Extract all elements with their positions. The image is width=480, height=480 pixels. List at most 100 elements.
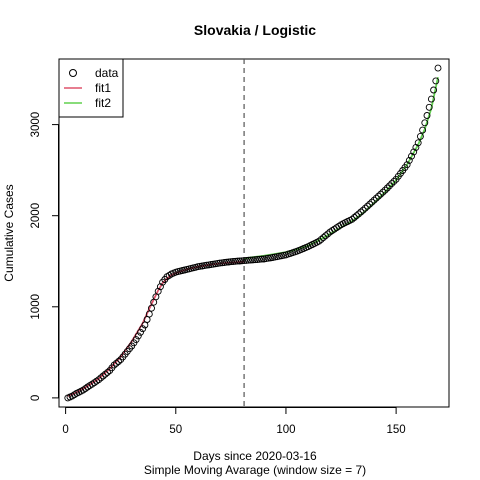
data-point — [361, 204, 369, 212]
data-point — [375, 192, 382, 200]
data-point — [253, 256, 261, 263]
data-point — [240, 257, 248, 265]
data-point — [405, 156, 413, 164]
data-point — [383, 184, 391, 192]
data-point — [203, 261, 211, 269]
data-point — [227, 258, 235, 266]
data-point — [350, 214, 358, 221]
data-point — [359, 206, 367, 214]
data-point — [421, 119, 429, 127]
y-tick-label: 0 — [30, 395, 42, 401]
data-point — [372, 194, 380, 202]
data-point — [148, 304, 155, 312]
data-point — [427, 95, 435, 103]
data-point — [249, 256, 257, 264]
data-point — [419, 126, 427, 134]
data-point — [95, 376, 103, 384]
data-point — [425, 103, 433, 111]
data-point — [223, 258, 230, 266]
data-point — [216, 259, 224, 267]
data-point — [430, 86, 438, 94]
data-point — [348, 215, 356, 223]
data-point — [319, 234, 327, 242]
data-point — [247, 256, 255, 264]
data-points — [64, 64, 442, 402]
data-point — [357, 208, 365, 216]
legend: data fit1 fit2 — [58, 58, 124, 118]
data-point — [229, 258, 237, 265]
data-point — [355, 210, 363, 218]
x-axis-label: Days since 2020-03-16 — [193, 449, 317, 463]
data-point — [379, 188, 387, 196]
data-point — [231, 257, 239, 265]
data-point — [410, 148, 418, 156]
legend-fit1-label: fit1 — [95, 81, 111, 95]
data-point — [251, 256, 259, 264]
data-point — [322, 232, 330, 240]
y-tick-label: 3000 — [30, 112, 42, 138]
y-tick-label: 1000 — [30, 294, 42, 320]
legend-data-label: data — [95, 66, 119, 80]
legend-data-symbol — [69, 69, 77, 77]
data-point — [258, 255, 266, 263]
data-point — [315, 237, 323, 245]
data-point — [256, 255, 263, 263]
data-point — [388, 180, 396, 188]
data-point — [137, 328, 144, 336]
data-point — [110, 361, 118, 369]
data-point — [236, 257, 244, 265]
data-point — [264, 254, 272, 262]
data-point — [156, 283, 164, 291]
data-point — [416, 132, 424, 140]
data-point — [225, 258, 233, 266]
data-point — [220, 259, 228, 266]
data-point — [104, 368, 111, 376]
data-point — [93, 377, 100, 385]
data-point — [353, 212, 360, 220]
fit-line-fit1 — [67, 260, 245, 397]
data-point — [386, 182, 393, 190]
data-point — [101, 370, 109, 378]
data-point — [324, 230, 332, 238]
data-point — [370, 196, 378, 204]
data-point — [207, 261, 215, 268]
data-point — [214, 259, 222, 267]
data-point — [218, 259, 226, 267]
data-point — [139, 325, 147, 333]
x-axis-subtitle: Simple Moving Avarage (window size = 7) — [144, 463, 366, 477]
data-point — [390, 177, 398, 185]
data-point — [317, 235, 325, 243]
fit-line-fit2 — [243, 77, 439, 260]
axes: 0 50 100 150 0 1000 2000 3000 — [30, 112, 406, 436]
data-point — [234, 257, 241, 265]
data-point — [364, 202, 371, 210]
data-point — [238, 257, 246, 265]
data-point — [414, 139, 422, 147]
data-point — [97, 374, 105, 382]
data-point — [134, 332, 142, 340]
data-point — [145, 310, 153, 318]
legend-fit2-label: fit2 — [95, 96, 111, 110]
data-point — [196, 262, 204, 270]
data-point — [99, 372, 107, 380]
chart-title: Slovakia / Logistic — [194, 22, 316, 38]
data-point — [403, 161, 411, 169]
x-tick-label: 150 — [387, 424, 406, 436]
data-point — [423, 112, 431, 119]
data-point — [115, 358, 122, 365]
x-tick-label: 100 — [276, 424, 295, 436]
y-axis-label: Cumulative Cases — [2, 184, 16, 281]
data-point — [368, 198, 376, 206]
data-point — [432, 77, 440, 85]
data-point — [377, 190, 385, 198]
fit-layer — [67, 77, 439, 397]
data-point — [366, 200, 374, 208]
x-tick-label: 50 — [169, 424, 182, 436]
data-point — [408, 152, 415, 160]
data-point — [381, 186, 389, 194]
data-point — [245, 256, 252, 264]
data-point — [112, 359, 120, 367]
x-tick-label: 0 — [62, 424, 68, 436]
y-tick-label: 2000 — [30, 203, 42, 229]
